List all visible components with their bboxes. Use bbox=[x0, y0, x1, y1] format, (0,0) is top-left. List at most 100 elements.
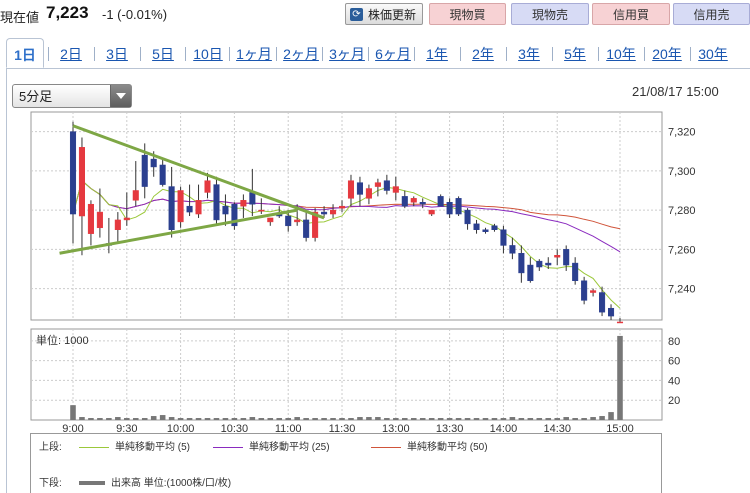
tab-period-10[interactable]: 2年 bbox=[472, 46, 494, 62]
candle-body bbox=[177, 190, 184, 223]
candle-body bbox=[186, 205, 193, 213]
margin-sell-button[interactable]: 信用売 bbox=[673, 3, 750, 25]
ma5-line bbox=[72, 179, 621, 309]
candle-body bbox=[204, 180, 211, 193]
tab-separator bbox=[276, 47, 277, 61]
volume-bar bbox=[276, 418, 283, 420]
price-tick-label: 7,280 bbox=[668, 205, 696, 217]
volume-bar bbox=[312, 418, 318, 420]
chart-datetime: 21/08/17 15:00 bbox=[632, 84, 719, 99]
volume-bar bbox=[88, 418, 94, 420]
volume-bar bbox=[554, 418, 561, 420]
tab-separator bbox=[94, 47, 95, 61]
volume-bar bbox=[402, 418, 408, 420]
tab-separator bbox=[48, 47, 49, 61]
volume-bar bbox=[79, 417, 85, 420]
tab-period-3[interactable]: 5日 bbox=[152, 46, 174, 62]
candle-body bbox=[330, 209, 337, 215]
tab-period-9[interactable]: 1年 bbox=[426, 46, 448, 62]
interval-select-value: 5分足 bbox=[19, 89, 53, 104]
tab-period-15[interactable]: 30年 bbox=[698, 46, 728, 62]
tab-period-11[interactable]: 3年 bbox=[518, 46, 540, 62]
tab-period-2[interactable]: 3日 bbox=[106, 46, 128, 62]
margin-buy-button[interactable]: 信用買 bbox=[592, 3, 670, 25]
x-tick-label: 14:00 bbox=[490, 423, 518, 435]
refresh-price-button[interactable]: ⟳ 株価更新 bbox=[345, 3, 423, 25]
tab-separator bbox=[598, 47, 599, 61]
x-tick-label: 11:00 bbox=[275, 423, 302, 435]
candle-body bbox=[365, 188, 372, 199]
candle-body bbox=[392, 186, 399, 193]
volume-bar bbox=[536, 418, 543, 420]
candle-body bbox=[518, 253, 525, 274]
chart-panel bbox=[6, 68, 750, 493]
legend-lower-label: 下段: bbox=[39, 478, 62, 489]
tab-period-4[interactable]: 10日 bbox=[193, 46, 223, 62]
refresh-price-label: 株価更新 bbox=[367, 8, 416, 22]
volume-bar bbox=[500, 418, 507, 420]
current-price-value: 7,223 bbox=[46, 3, 89, 22]
tab-period-12[interactable]: 5年 bbox=[564, 46, 586, 62]
cash-buy-button[interactable]: 現物買 bbox=[429, 3, 506, 25]
current-price-label: 現在値 bbox=[0, 10, 40, 25]
volume-bar bbox=[527, 418, 534, 420]
tab-period-7[interactable]: 3ヶ月 bbox=[329, 46, 365, 62]
candle-body bbox=[78, 147, 85, 217]
volume-bar bbox=[455, 418, 462, 420]
volume-bar bbox=[348, 418, 354, 420]
candle-body bbox=[356, 182, 363, 195]
tab-period-13[interactable]: 10年 bbox=[606, 46, 636, 62]
candle-body bbox=[141, 154, 148, 187]
price-tick-label: 7,320 bbox=[668, 127, 696, 139]
tab-separator bbox=[140, 47, 141, 61]
volume-bar bbox=[563, 417, 569, 420]
x-tick-label: 9:30 bbox=[116, 423, 137, 435]
tab-period-14[interactable]: 20年 bbox=[652, 46, 682, 62]
volume-bar bbox=[330, 418, 336, 420]
volume-tick-label: 80 bbox=[668, 336, 680, 348]
candle-body bbox=[123, 217, 130, 221]
volume-bar bbox=[599, 416, 605, 420]
volume-panel bbox=[30, 328, 663, 421]
trendline-upper bbox=[72, 124, 325, 220]
volume-bar bbox=[339, 418, 345, 420]
tab-separator bbox=[414, 47, 415, 61]
candle-body bbox=[69, 131, 77, 215]
volume-bar bbox=[285, 418, 291, 420]
x-tick-label: 10:30 bbox=[221, 423, 249, 435]
interval-select[interactable]: 5分足 bbox=[12, 84, 132, 108]
candle-body bbox=[374, 182, 381, 187]
candle-body bbox=[338, 205, 346, 209]
tab-separator bbox=[368, 47, 369, 61]
chevron-down-icon bbox=[110, 85, 131, 107]
cash-sell-button[interactable]: 現物売 bbox=[511, 3, 589, 25]
candle-body bbox=[527, 264, 534, 282]
x-tick-label: 9:00 bbox=[62, 423, 83, 435]
tab-separator bbox=[460, 47, 461, 61]
candle-body bbox=[222, 205, 229, 215]
legend-volume-label: 出来高 単位:(1000株/口/枚) bbox=[111, 478, 232, 489]
tab-separator bbox=[229, 47, 230, 61]
candle-body bbox=[464, 209, 471, 225]
volume-bar bbox=[115, 417, 121, 420]
volume-bar bbox=[446, 418, 453, 420]
legend-ma25-label: 単純移動平均 (25) bbox=[249, 442, 330, 453]
volume-bar bbox=[231, 418, 238, 420]
candle-body bbox=[132, 190, 139, 201]
x-tick-label: 14:30 bbox=[543, 423, 571, 435]
tab-separator bbox=[644, 47, 645, 61]
volume-bar bbox=[581, 418, 587, 420]
tab-period-8[interactable]: 6ヶ月 bbox=[375, 46, 411, 62]
candle-body bbox=[446, 202, 453, 215]
volume-bar bbox=[70, 405, 76, 420]
volume-bar bbox=[177, 418, 184, 420]
tab-period-1[interactable]: 2日 bbox=[60, 46, 82, 62]
tab-period-6[interactable]: 2ヶ月 bbox=[283, 46, 319, 62]
tab-period-0[interactable]: 1日 bbox=[6, 38, 44, 68]
volume-bar bbox=[213, 418, 220, 420]
tab-period-5[interactable]: 1ヶ月 bbox=[236, 46, 272, 62]
volume-bar bbox=[267, 418, 274, 420]
candle-body bbox=[231, 203, 238, 227]
volume-bar bbox=[97, 418, 103, 420]
candle-body bbox=[563, 249, 570, 266]
